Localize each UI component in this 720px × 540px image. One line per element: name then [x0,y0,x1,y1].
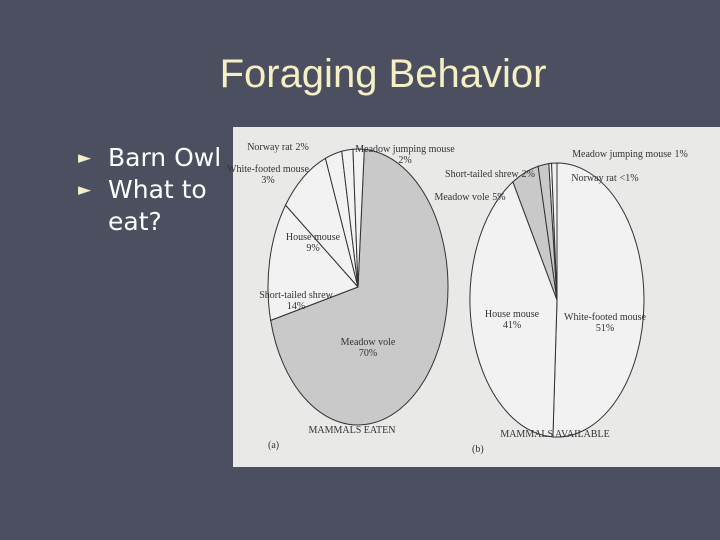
pie-slice [552,162,645,438]
chart-caption: MAMMALS EATEN [309,425,396,436]
slice-label: Meadow vole 5% [434,192,505,203]
value-label: 3% [261,175,274,186]
value-label: 1% [675,149,688,160]
value-label: 14% [287,301,305,312]
slice-label: Meadow jumping mouse 1% [572,149,688,160]
bullet: ► What to eat? [78,174,228,238]
slice-label: House mouse 9% [286,232,341,254]
pie-slice [551,162,558,301]
category-label: White-footed mouse [227,164,309,175]
pie-slice [469,181,558,438]
category-label: Meadow vole [434,192,489,203]
value-label: <1% [620,173,639,184]
category-label: Norway rat [571,173,616,184]
panel-label: (a) [268,440,279,451]
category-label: Meadow jumping mouse [572,149,672,160]
bullet-icon: ► [78,148,92,168]
slice-label: Meadow vole 70% [341,337,396,359]
category-label: Short-tailed shrew [445,169,519,180]
category-label: Short-tailed shrew [259,290,333,301]
category-label: Meadow jumping mouse [355,144,455,155]
slice-label: House mouse 41% [485,309,540,331]
bullet-list: ► Barn Owl ► What to eat? [78,142,228,238]
value-label: 51% [596,323,614,334]
slice-label: Short-tailed shrew 2% [445,169,535,180]
value-label: 5% [492,192,505,203]
category-label: House mouse [485,309,540,320]
value-label: 2% [295,142,308,153]
panel-label: (b) [472,444,484,455]
slide-title: Foraging Behavior [219,52,547,96]
pie-slice [270,148,449,426]
slice-label: Norway rat <1% [571,173,638,184]
bullet: ► Barn Owl [78,142,228,174]
slice-label: Short-tailed shrew 14% [259,290,333,312]
slice-label: Norway rat 2% [247,142,309,153]
value-label: 41% [503,320,521,331]
bullet-text: Barn Owl [108,143,222,172]
bullet-icon: ► [78,180,92,200]
slice-label: White-footed mouse 51% [564,312,646,334]
slice-label: Meadow jumping mouse 2% [355,144,455,166]
value-label: 2% [522,169,535,180]
category-label: Norway rat [247,142,292,153]
chart-caption: MAMMALS AVAILABLE [500,429,609,440]
category-label: Meadow vole [341,337,396,348]
value-label: 2% [398,155,411,166]
pie-slice [352,148,365,288]
pie-slice [267,204,359,322]
category-label: White-footed mouse [564,312,646,323]
category-label: House mouse [286,232,341,243]
bullet-text: What to eat? [108,175,207,236]
slice-label: White-footed mouse 3% [227,164,309,186]
value-label: 70% [359,348,377,359]
value-label: 9% [306,243,319,254]
